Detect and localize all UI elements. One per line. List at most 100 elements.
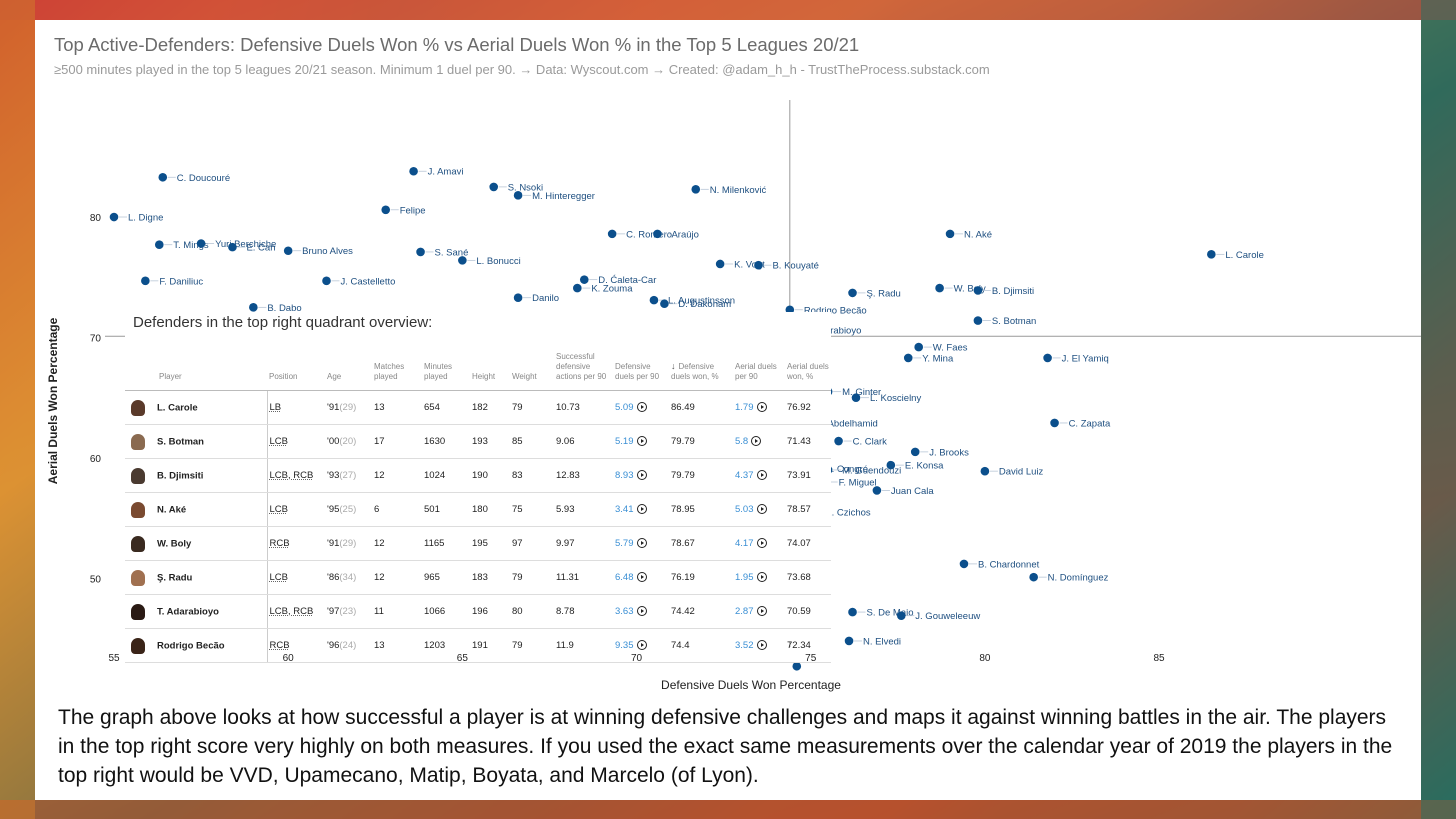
data-point <box>1050 418 1059 428</box>
weight-cell: 79 <box>510 628 554 663</box>
data-point <box>196 239 206 248</box>
col-header-adw[interactable]: Aerial duels won, % <box>785 334 831 391</box>
table-row[interactable]: T. Adarabioyo LCB, RCB '97(23) 11 1066 196 80 8… <box>125 594 831 629</box>
ad-cell: 1.79 <box>733 390 785 425</box>
table-row[interactable]: N. Aké LCB '95(25) 6 501 180 75 5.93 3.41 78.95 5.… <box>125 492 831 527</box>
data-point <box>910 447 920 457</box>
point-label: L. Augustinsson <box>668 296 735 307</box>
dd-cell: 5.19 <box>613 424 669 459</box>
point-label: F. Daniliuc <box>159 276 203 287</box>
matches-cell: 17 <box>372 424 422 459</box>
play-circle-icon[interactable] <box>751 436 762 447</box>
data-point <box>886 460 896 470</box>
col-header-ad[interactable]: Aerial duels per 90 <box>733 334 785 391</box>
play-circle-icon[interactable] <box>636 504 647 515</box>
col-header-player[interactable]: Player <box>125 334 267 391</box>
position-cell: RCB <box>267 526 325 561</box>
table-row[interactable]: L. Carole LB '91(29) 13 654 182 79 10.73 5.09 86.… <box>125 390 831 425</box>
height-cell: 182 <box>470 390 510 425</box>
point-label: Araújo <box>671 229 698 240</box>
play-circle-icon[interactable] <box>756 606 767 617</box>
play-circle-icon[interactable] <box>756 538 767 549</box>
table-row[interactable]: S. Botman LCB '00(20) 17 1630 193 85 9.06 5.19 79… <box>125 424 831 459</box>
col-header-sda[interactable]: Successful defensive actions per 90 <box>554 334 613 391</box>
point-label: N. Domínguez <box>1048 573 1109 584</box>
play-circle-icon[interactable] <box>636 470 647 481</box>
point-label: C. Zapata <box>1069 418 1111 429</box>
play-circle-icon[interactable] <box>756 402 767 413</box>
ad-cell: 5.03 <box>733 492 785 527</box>
ad-cell: 5.8 <box>733 424 785 459</box>
col-header-matches[interactable]: Matches played <box>372 334 422 391</box>
play-circle-icon[interactable] <box>636 436 647 447</box>
overview-body: L. Carole LB '91(29) 13 654 182 79 10.73 5.09 86.… <box>125 390 831 663</box>
table-row[interactable]: Ş. Radu LCB '86(34) 12 965 183 79 11.31 6.48 76.1… <box>125 560 831 595</box>
data-point <box>660 299 669 309</box>
minutes-cell: 1165 <box>422 526 470 561</box>
play-circle-icon[interactable] <box>636 606 647 617</box>
play-circle-icon[interactable] <box>756 572 767 583</box>
avatar <box>131 501 145 518</box>
y-tick-label: 80 <box>90 213 102 224</box>
weight-cell: 85 <box>510 424 554 459</box>
table-row[interactable]: B. Djimsiti LCB, RCB '93(27) 12 1024 190 83 12.… <box>125 458 831 493</box>
play-circle-icon[interactable] <box>756 470 767 481</box>
data-point <box>228 242 237 252</box>
col-header-age[interactable]: Age <box>325 334 372 391</box>
data-point <box>848 607 857 617</box>
ddw-cell: 79.79 <box>669 424 733 459</box>
birth-year: '00 <box>327 436 340 447</box>
col-header-position[interactable]: Position <box>267 334 325 391</box>
chart-card: Top Active-Defenders: Defensive Duels Wo… <box>35 20 1421 800</box>
ad-value: 4.17 <box>735 538 754 549</box>
play-circle-icon[interactable] <box>636 402 647 413</box>
data-point <box>489 182 499 192</box>
player-cell: W. Boly <box>125 526 268 561</box>
matches-cell: 13 <box>372 390 422 425</box>
player-cell: B. Djimsiti <box>125 458 268 493</box>
weight-cell: 75 <box>510 492 554 527</box>
col-header-dd[interactable]: Defensive duels per 90 <box>613 334 669 391</box>
birth-year: '96 <box>327 640 340 651</box>
x-tick-label: 80 <box>979 653 991 664</box>
player-cell: N. Aké <box>125 492 268 527</box>
col-header-weight[interactable]: Weight <box>510 334 554 391</box>
col-header-ddw[interactable]: ↓ Defensive duels won, % <box>669 334 733 391</box>
data-point <box>458 256 467 265</box>
position-cell: LCB <box>267 424 325 459</box>
data-point <box>792 661 802 671</box>
play-circle-icon[interactable] <box>636 538 647 549</box>
chart-subtitle: ≥500 minutes played in the top 5 leagues… <box>54 62 990 77</box>
play-circle-icon[interactable] <box>636 572 647 583</box>
matches-cell: 12 <box>372 560 422 595</box>
sda-cell: 9.97 <box>554 526 613 561</box>
point-label: N. Milenković <box>710 185 767 196</box>
position-cell: LCB, RCB <box>267 458 325 493</box>
play-circle-icon[interactable] <box>636 640 647 651</box>
point-label: Rodrigo Becão <box>804 305 867 316</box>
weight-cell: 79 <box>510 390 554 425</box>
data-point <box>980 466 990 476</box>
point-label: L. Koscielny <box>870 393 921 404</box>
play-circle-icon[interactable] <box>756 640 767 651</box>
avatar <box>131 433 145 450</box>
point-label: N. Aké <box>964 229 992 240</box>
dd-value: 3.41 <box>615 504 634 515</box>
matches-cell: 12 <box>372 458 422 493</box>
col-header-height[interactable]: Height <box>470 334 510 391</box>
point-label: T. Mings <box>173 240 209 251</box>
point-label: Felipe <box>400 205 426 216</box>
table-row[interactable]: Rodrigo Becão RCB '96(24) 13 1203 191 79 11.9 9.… <box>125 628 831 663</box>
position-value: LCB <box>269 436 288 447</box>
dd-value: 8.93 <box>615 470 634 481</box>
data-point <box>283 246 293 256</box>
ad-value: 4.37 <box>735 470 754 481</box>
play-circle-icon[interactable] <box>756 504 767 515</box>
dd-value: 5.19 <box>615 436 634 447</box>
point-label: Bruno Alves <box>302 246 353 257</box>
point-label: B. Dabo <box>267 303 301 314</box>
ddw-cell: 79.79 <box>669 458 733 493</box>
table-row[interactable]: W. Boly RCB '91(29) 12 1165 195 97 9.97 5.79 78.6… <box>125 526 831 561</box>
point-label: Danilo <box>532 293 559 304</box>
col-header-minutes[interactable]: Minutes played <box>422 334 470 391</box>
